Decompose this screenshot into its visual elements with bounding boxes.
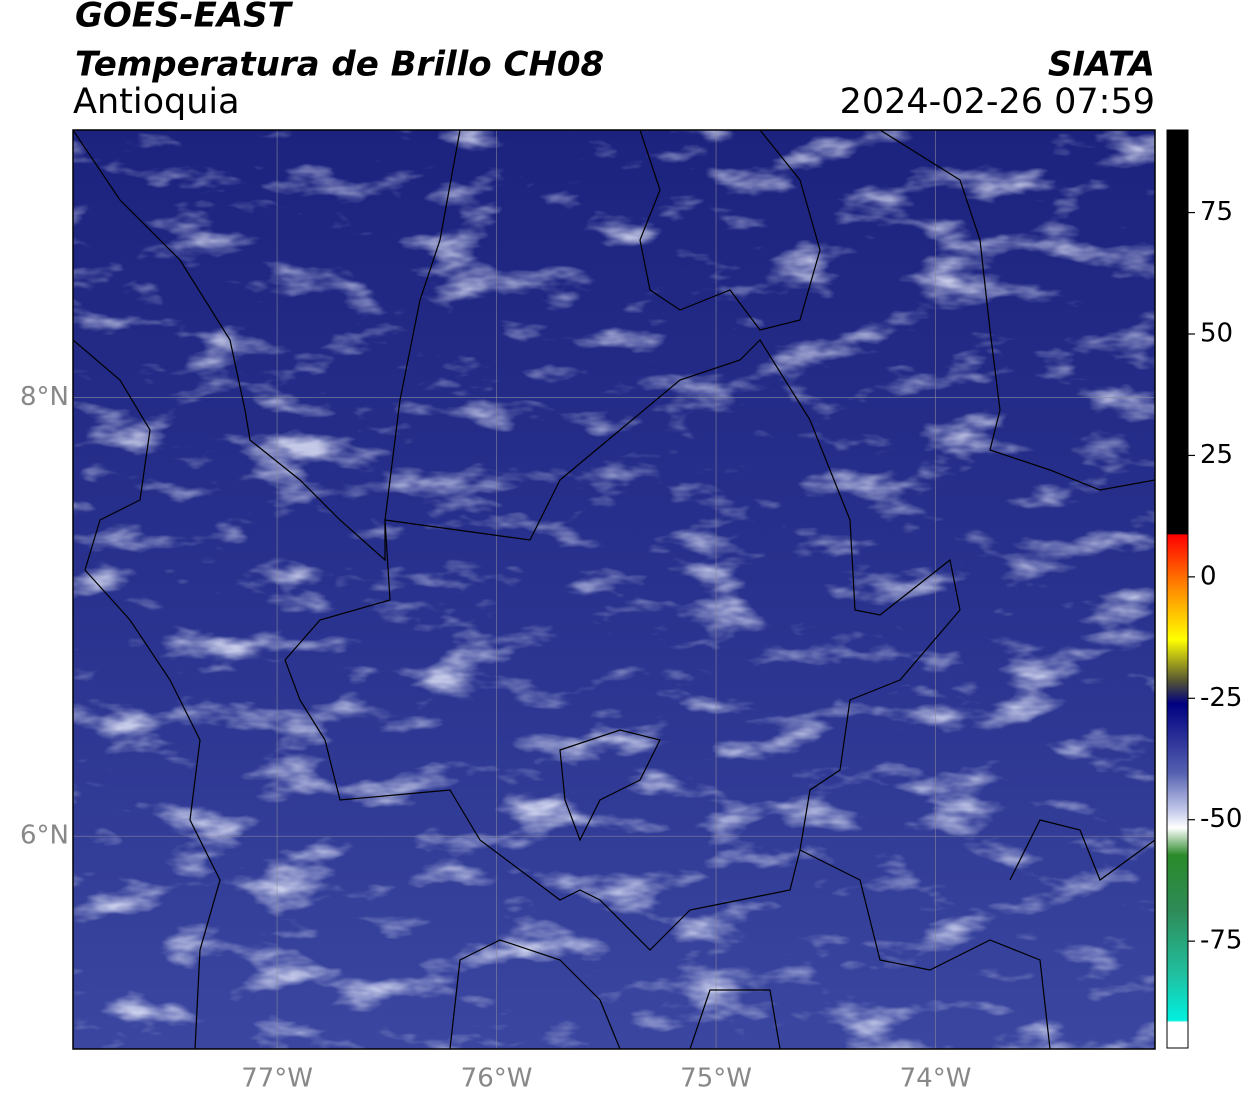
y-tick-label: 8°N (20, 382, 69, 412)
ticks: 77°W 76°W 75°W 74°W 6°N 8°N -75 -50 -25 0 25 50 75 (20, 197, 1242, 1093)
colorbar-tick-label: 75 (1200, 197, 1233, 227)
border (689, 989, 781, 1049)
coastline (73, 339, 221, 1049)
x-tick-label: 74°W (900, 1064, 972, 1094)
y-tick-label: 6°N (20, 821, 69, 851)
colorbar-tick-label: -25 (1200, 683, 1242, 713)
grid (73, 130, 1155, 1049)
border (639, 130, 821, 331)
antioquia-border (284, 339, 961, 951)
datetime: 2024-02-26 07:59 (840, 82, 1155, 122)
title: GOES-EAST (75, 0, 294, 36)
colorbar-tick-label: 50 (1200, 319, 1233, 349)
x-tick-label: 77°W (241, 1064, 313, 1094)
x-tick-label: 75°W (680, 1064, 752, 1094)
agency: SIATA (1048, 45, 1155, 85)
border (879, 130, 1155, 491)
map-frame (72, 129, 1156, 1050)
border (559, 729, 661, 842)
border (1009, 819, 1155, 881)
colorbar-tick-label: -50 (1200, 804, 1242, 834)
coastline (73, 130, 461, 562)
border (799, 849, 1051, 1049)
colorbar-tick-label: 0 (1200, 561, 1217, 591)
subtitle: Temperatura de Brillo CH08 (75, 45, 604, 85)
map-image (73, 130, 1155, 1049)
border (449, 939, 621, 1049)
colorbar-tick-label: -75 (1200, 926, 1242, 956)
colorbar-tick-label: 25 (1200, 440, 1233, 470)
x-tick-label: 76°W (461, 1064, 533, 1094)
colorbar (1166, 129, 1189, 1049)
cloud-texture (73, 130, 1155, 1049)
region: Antioquia (73, 82, 240, 122)
